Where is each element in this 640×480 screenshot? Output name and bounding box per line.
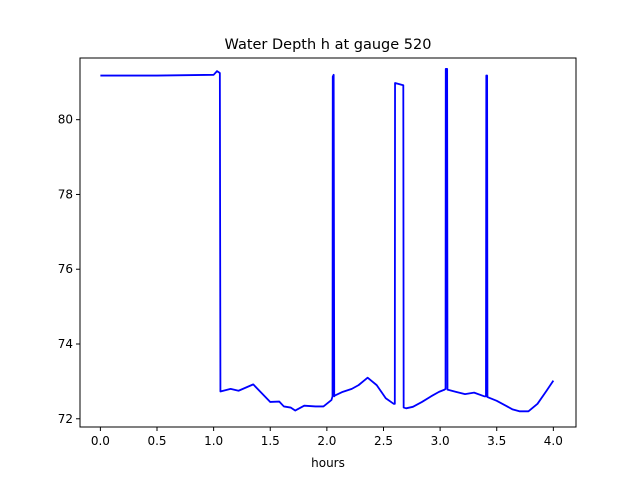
x-tick-label: 1.5 xyxy=(261,434,280,448)
x-tick-label: 0.5 xyxy=(147,434,166,448)
x-tick-label: 2.0 xyxy=(317,434,336,448)
y-tick-label: 74 xyxy=(58,337,73,351)
x-tick-label: 2.5 xyxy=(374,434,393,448)
water-depth-line xyxy=(100,67,555,413)
chart-title: Water Depth h at gauge 520 xyxy=(225,37,432,53)
y-axis: 72 74 76 78 80 xyxy=(58,113,80,426)
y-tick-label: 72 xyxy=(58,412,73,426)
x-tick-label: 3.0 xyxy=(431,434,450,448)
plot-frame xyxy=(79,57,577,428)
y-tick-label: 80 xyxy=(58,113,73,127)
y-tick-label: 78 xyxy=(58,187,73,201)
y-tick-label: 76 xyxy=(58,262,73,276)
x-tick-label: 3.5 xyxy=(487,434,506,448)
x-tick-label: 0.0 xyxy=(91,434,110,448)
x-axis-label: hours xyxy=(311,456,345,470)
x-tick-label: 1.0 xyxy=(204,434,223,448)
x-axis: 0.0 0.5 1.0 1.5 2.0 2.5 3.0 3.5 4.0 xyxy=(91,427,563,448)
x-tick-label: 4.0 xyxy=(544,434,563,448)
